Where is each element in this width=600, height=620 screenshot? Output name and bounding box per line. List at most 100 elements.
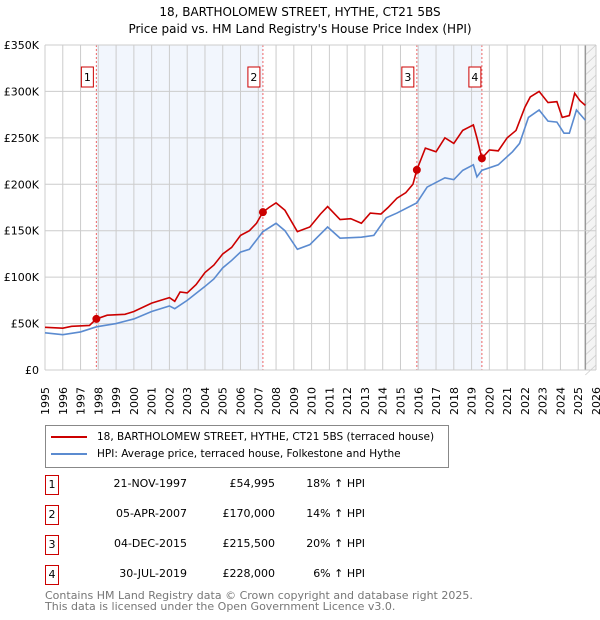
hatch-line <box>585 174 597 186</box>
sale-price: £228,000 <box>222 567 276 580</box>
hatch-line <box>585 44 597 56</box>
x-tick-label: 1998 <box>92 387 105 415</box>
hatch-line <box>585 184 597 196</box>
hatch-line <box>585 334 597 346</box>
legend-label-property: 18, BARTHOLOMEW STREET, HYTHE, CT21 5BS … <box>97 431 435 443</box>
sale-hpi-diff: 6% ↑ HPI <box>313 567 365 580</box>
sale-badge-number: 2 <box>250 71 257 84</box>
x-tick-label: 2010 <box>306 387 319 415</box>
x-tick-label: 2014 <box>377 387 390 415</box>
sale-number-badge: 4 <box>45 565 59 585</box>
hatch-line <box>585 324 597 336</box>
hatch-line <box>585 214 597 226</box>
x-tick-label: 2013 <box>359 387 372 415</box>
hatch-line <box>585 344 597 356</box>
ownership-shade <box>416 45 482 370</box>
sale-date: 30-JUL-2019 <box>119 567 187 580</box>
sale-point <box>92 314 101 323</box>
x-tick-label: 2006 <box>235 387 248 415</box>
hatch-line <box>585 64 597 76</box>
x-tick-label: 2020 <box>483 387 496 415</box>
hatch-line <box>585 254 597 266</box>
x-tick-label: 2018 <box>448 387 461 415</box>
hatch-line <box>585 194 597 206</box>
sale-badge <box>80 66 94 88</box>
legend: 18, BARTHOLOMEW STREET, HYTHE, CT21 5BS … <box>45 425 449 468</box>
sale-row: 1 21-NOV-1997 £54,995 18% ↑ HPI <box>45 475 445 495</box>
hatch-line <box>585 294 597 306</box>
y-tick-label: £250K <box>4 132 40 145</box>
y-tick-label: £350K <box>4 39 40 52</box>
sale-hpi-diff: 20% ↑ HPI <box>306 537 365 550</box>
sale-number-badge: 2 <box>45 505 59 525</box>
red-line-swatch <box>51 436 87 438</box>
y-tick-label: £0 <box>25 364 39 377</box>
y-tick-label: £50K <box>11 318 40 331</box>
hatch-line <box>585 104 597 116</box>
sale-point <box>477 154 486 163</box>
hatch-line <box>585 264 597 276</box>
chart-title: 18, BARTHOLOMEW STREET, HYTHE, CT21 5BS <box>159 5 440 19</box>
footer-licence: This data is licensed under the Open Gov… <box>45 600 396 613</box>
x-tick-label: 2024 <box>554 387 567 415</box>
sale-point <box>412 165 421 174</box>
x-tick-label: 2016 <box>412 387 425 415</box>
blue-line-swatch <box>51 453 87 455</box>
x-tick-label: 2001 <box>146 387 159 415</box>
sale-price: £170,000 <box>222 507 276 520</box>
x-tick-label: 2004 <box>199 387 212 415</box>
hatch-line <box>585 284 597 296</box>
sale-badge-number: 4 <box>471 71 478 84</box>
x-tick-label: 2023 <box>537 387 550 415</box>
x-tick-label: 2011 <box>323 387 336 415</box>
sale-date: 21-NOV-1997 <box>113 477 187 490</box>
sale-badge <box>401 66 415 88</box>
x-tick-label: 2026 <box>590 387 600 415</box>
legend-item-property: 18, BARTHOLOMEW STREET, HYTHE, CT21 5BS … <box>51 431 434 443</box>
x-tick-label: 2021 <box>501 387 514 415</box>
sale-hpi-diff: 18% ↑ HPI <box>306 477 365 490</box>
sale-date: 04-DEC-2015 <box>113 537 187 550</box>
sale-row: 2 05-APR-2007 £170,000 14% ↑ HPI <box>45 505 445 525</box>
legend-label-hpi: HPI: Average price, terraced house, Folk… <box>97 448 401 460</box>
hatch-line <box>585 124 597 136</box>
x-tick-label: 2008 <box>270 387 283 415</box>
x-tick-label: 1997 <box>75 387 88 415</box>
x-tick-label: 2012 <box>341 387 354 415</box>
hatch-line <box>585 234 597 246</box>
hatch-line <box>585 204 597 216</box>
hatch-line <box>585 144 597 156</box>
y-tick-label: £200K <box>4 178 40 191</box>
x-tick-label: 2015 <box>394 387 407 415</box>
sale-price: £54,995 <box>229 477 276 490</box>
chart-subtitle: Price paid vs. HM Land Registry's House … <box>128 22 471 36</box>
x-tick-label: 2005 <box>217 387 230 415</box>
property-price-line <box>44 90 586 330</box>
x-tick-label: 2025 <box>572 387 585 415</box>
sale-badge-number: 1 <box>84 71 91 84</box>
forecast-region <box>585 45 596 370</box>
hatch-line <box>585 84 597 96</box>
sale-badge <box>247 66 261 88</box>
x-tick-label: 2007 <box>252 387 265 415</box>
y-tick-label: £150K <box>4 225 40 238</box>
footer: Contains HM Land Registry data © Crown c… <box>45 590 473 612</box>
x-tick-label: 2003 <box>181 387 194 415</box>
x-tick-label: 1996 <box>57 387 70 415</box>
ownership-shade <box>96 45 263 370</box>
sale-badge <box>468 66 482 88</box>
hatch-line <box>585 54 597 66</box>
sale-badge-number: 3 <box>404 71 411 84</box>
hatch-line <box>585 94 597 106</box>
hatch-line <box>585 354 597 366</box>
sale-number-badge: 3 <box>45 535 59 555</box>
hpi-line <box>44 108 586 336</box>
hatch-line <box>585 134 597 146</box>
sale-hpi-diff: 14% ↑ HPI <box>306 507 365 520</box>
hatch-line <box>585 164 597 176</box>
x-tick-label: 2017 <box>430 387 443 415</box>
sale-row: 3 04-DEC-2015 £215,500 20% ↑ HPI <box>45 535 445 555</box>
hatch-line <box>585 304 597 316</box>
footer-copyright: Contains HM Land Registry data © Crown c… <box>45 589 473 602</box>
x-tick-label: 2019 <box>466 387 479 415</box>
